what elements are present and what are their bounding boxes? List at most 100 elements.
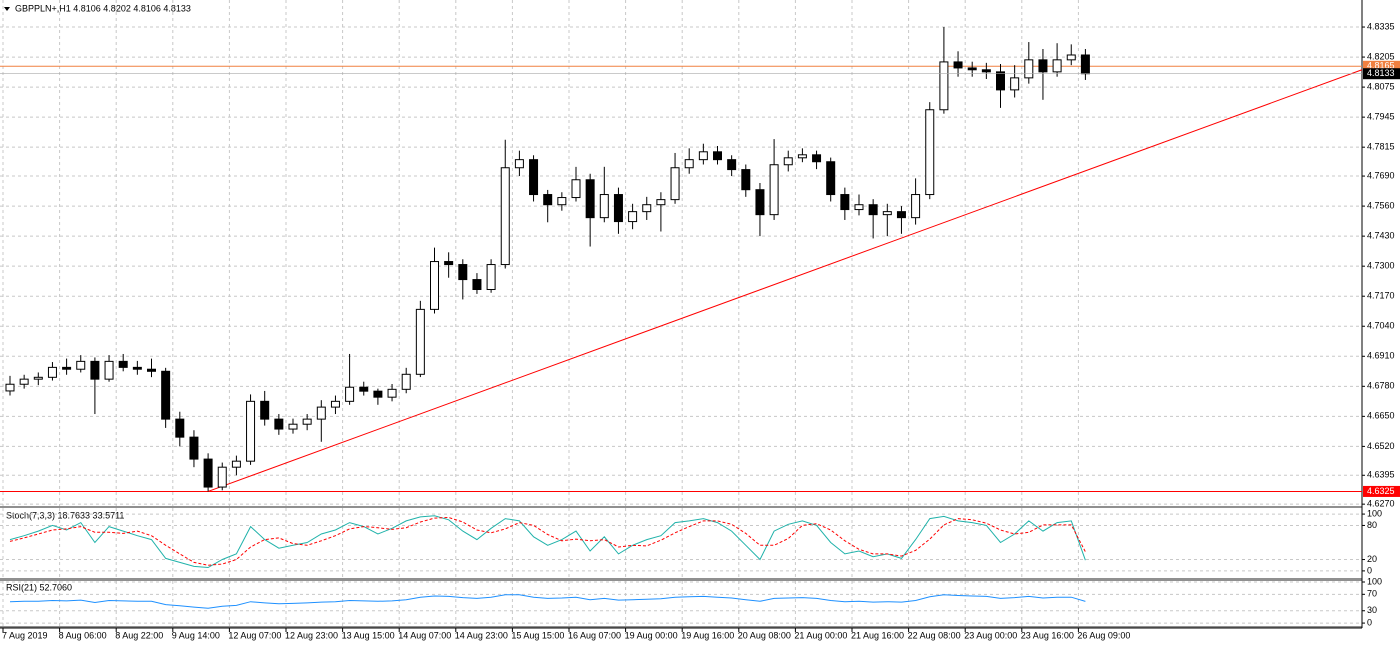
candle-body (514, 159, 524, 169)
x-tick-label: 13 Aug 15:00 (342, 630, 395, 640)
indicator-line (9, 515, 1086, 569)
candle-body (373, 390, 383, 398)
indicator-line (9, 594, 1086, 609)
y-tick-label: 4.6395 (1367, 470, 1395, 480)
candle-body (118, 360, 128, 368)
candle-body (670, 167, 680, 201)
y-tick-label: 100 (1367, 576, 1382, 586)
candle-body (458, 264, 468, 281)
candle-body (797, 154, 807, 159)
x-tick-label: 23 Aug 00:00 (964, 630, 1017, 640)
level-label: 4.6325 (1367, 486, 1395, 496)
y-tick-label: 4.6520 (1367, 441, 1395, 451)
candle-body (698, 151, 708, 161)
candle-body (33, 376, 43, 380)
candle-body (401, 373, 411, 390)
candle-body (727, 159, 737, 171)
candle-body (260, 400, 270, 420)
candle-body (132, 366, 142, 370)
candle-body (967, 67, 977, 71)
y-tick-label: 4.6910 (1367, 351, 1395, 361)
menu-icon[interactable] (4, 7, 10, 11)
candle-body (769, 164, 779, 216)
panel-separator (0, 626, 1362, 628)
panel-separator (0, 506, 1362, 508)
candle-body (925, 109, 935, 196)
candle-body (684, 159, 694, 169)
candle-body (1038, 59, 1048, 73)
candle-body (613, 194, 623, 223)
candle-body (246, 400, 256, 462)
candle-body (529, 159, 539, 196)
y-tick-label: 100 (1367, 508, 1382, 518)
y-tick-label: 4.8335 (1367, 21, 1395, 31)
candle-body (486, 264, 496, 291)
x-tick-label: 19 Aug 16:00 (681, 630, 734, 640)
y-tick-label: 30 (1367, 605, 1377, 615)
trend-line (207, 69, 1363, 492)
candle-body (812, 154, 822, 163)
x-tick-label: 21 Aug 00:00 (794, 630, 847, 640)
candle-body (755, 189, 765, 216)
candle-body (76, 360, 86, 370)
candle-body (231, 460, 241, 468)
candle-body (288, 423, 298, 430)
candle-body (656, 199, 666, 206)
y-tick-label: 4.8075 (1367, 81, 1395, 91)
candle-body (472, 279, 482, 291)
candle-body (1066, 54, 1076, 61)
candle-body (345, 386, 355, 402)
y-tick-label: 4.7560 (1367, 200, 1395, 210)
candle-body (1024, 59, 1034, 79)
candle-body (175, 418, 185, 438)
candle-body (882, 211, 892, 216)
x-tick-label: 7 Aug 2019 (2, 630, 48, 640)
x-tick-label: 20 Aug 08:00 (738, 630, 791, 640)
candle-body (430, 261, 439, 310)
y-tick-label: 4.7170 (1367, 291, 1395, 301)
level-label: 4.8165 (1367, 61, 1395, 71)
candle-body (62, 366, 72, 370)
stoch-title: Stoch(7,3,3) 18.7633 33.5711 (6, 510, 124, 520)
candle-body (543, 194, 553, 206)
candle-body (1080, 54, 1090, 75)
candle-body (896, 211, 906, 219)
candle-body (5, 383, 15, 392)
y-tick-label: 4.6780 (1367, 381, 1395, 391)
candle-body (90, 360, 100, 380)
candle-body (316, 406, 326, 420)
candle-body (939, 61, 949, 111)
y-tick-label: 4.6270 (1367, 499, 1395, 509)
last-price-box (1363, 68, 1400, 80)
candle-body (189, 436, 199, 460)
candle-body (713, 151, 722, 161)
candle-body (161, 370, 171, 420)
candle-body (854, 204, 864, 211)
candle-body (868, 204, 878, 216)
candle-body (741, 169, 751, 191)
y-tick-label: 4.7690 (1367, 170, 1395, 180)
x-tick-label: 14 Aug 23:00 (455, 630, 508, 640)
candle-body (147, 368, 156, 372)
candle-body (585, 179, 595, 219)
x-tick-label: 23 Aug 16:00 (1021, 630, 1074, 640)
x-tick-label: 15 Aug 15:00 (511, 630, 564, 640)
y-tick-label: 4.6650 (1367, 411, 1395, 421)
y-tick-label: 0 (1367, 565, 1372, 575)
candle-body (359, 386, 369, 392)
x-tick-label: 16 Aug 07:00 (568, 630, 621, 640)
y-tick-label: 20 (1367, 554, 1377, 564)
x-tick-label: 14 Aug 07:00 (398, 630, 451, 640)
candle-body (415, 308, 425, 375)
candle-body (953, 61, 963, 69)
x-tick-label: 9 Aug 14:00 (172, 630, 220, 640)
x-tick-label: 19 Aug 00:00 (625, 630, 678, 640)
y-tick-label: 4.8205 (1367, 51, 1395, 61)
candle-body (599, 194, 609, 219)
candle-body (557, 197, 567, 206)
candle-body (1010, 77, 1020, 91)
rsi-title: RSI(21) 52.7060 (6, 582, 72, 592)
indicator-line (9, 516, 1086, 566)
candle-body (500, 167, 510, 266)
